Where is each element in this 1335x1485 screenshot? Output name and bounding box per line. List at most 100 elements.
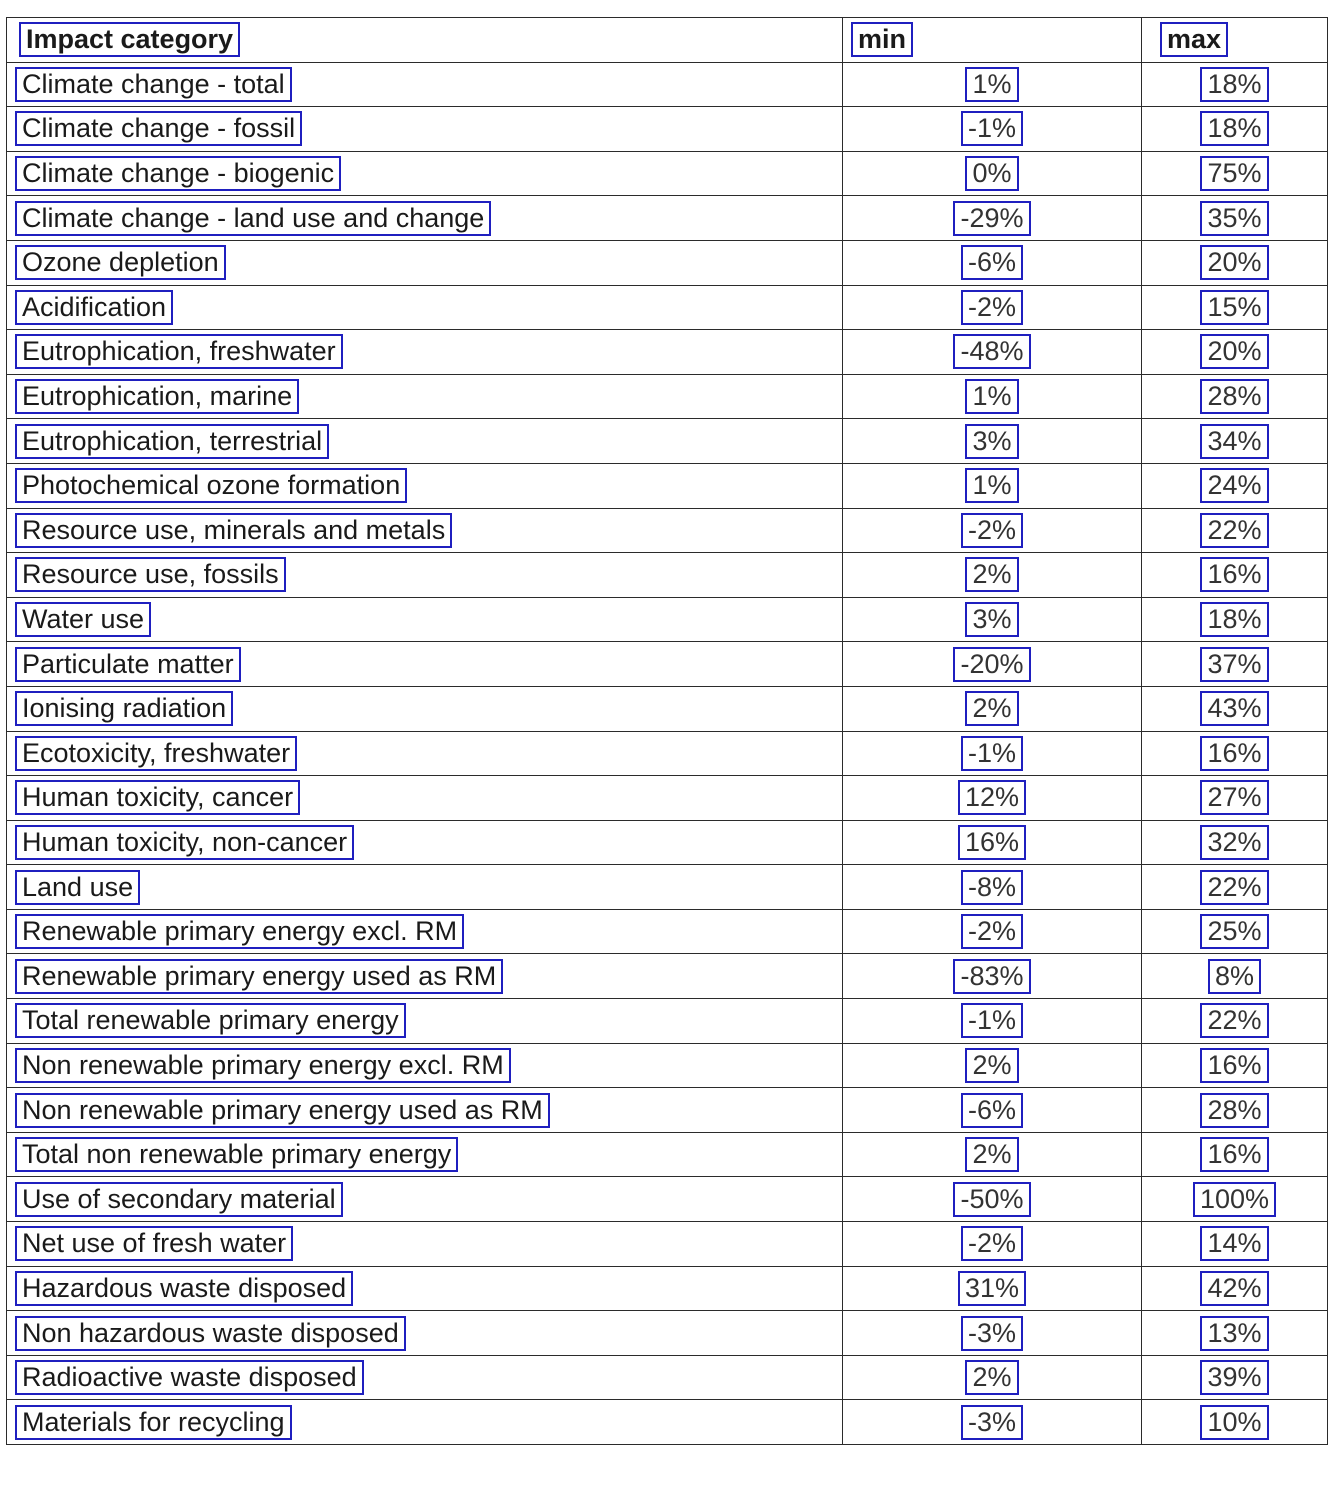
- table-row: Eutrophication, freshwater -48% 20%: [6, 329, 1328, 375]
- cell-impact-category: Human toxicity, cancer: [6, 775, 843, 821]
- cell-min-value: -2%: [960, 289, 1023, 325]
- cell-max: 10%: [1141, 1399, 1328, 1445]
- table-row: Non renewable primary energy excl. RM 2% 1…: [6, 1042, 1328, 1089]
- cell-max-value: 27%: [1200, 780, 1269, 816]
- cell-impact-category-value: Renewable primary energy used as RM: [15, 958, 504, 994]
- cell-max-value: 35%: [1200, 200, 1269, 236]
- cell-impact-category-value: Land use: [15, 869, 141, 905]
- table-header-row: Impact category min max: [6, 17, 1328, 63]
- cell-max: 39%: [1141, 1354, 1328, 1401]
- cell-max-value: 16%: [1200, 1047, 1269, 1083]
- cell-impact-category: Renewable primary energy used as RM: [6, 953, 843, 1000]
- cell-max-value: 16%: [1200, 1137, 1269, 1173]
- cell-impact-category: Non hazardous waste disposed: [6, 1310, 843, 1356]
- cell-min: -3%: [842, 1399, 1142, 1445]
- cell-min-value: 1%: [965, 66, 1019, 102]
- cell-max-value: 24%: [1200, 468, 1269, 504]
- cell-min: 12%: [842, 775, 1142, 821]
- cell-impact-category-value: Eutrophication, terrestrial: [15, 423, 330, 459]
- table-row: Resource use, minerals and metals -2% 22%: [6, 507, 1328, 554]
- cell-impact-category: Eutrophication, freshwater: [6, 329, 843, 375]
- cell-max-value: 75%: [1200, 156, 1269, 192]
- cell-impact-category-value: Eutrophication, freshwater: [15, 334, 343, 370]
- cell-min-value: 2%: [965, 1360, 1019, 1396]
- cell-impact-category-value: Renewable primary energy excl. RM: [15, 914, 465, 950]
- cell-min-value: -2%: [960, 512, 1023, 548]
- cell-min: -8%: [842, 864, 1142, 910]
- cell-min: -2%: [842, 1221, 1142, 1267]
- cell-max: 100%: [1141, 1176, 1328, 1223]
- cell-min-value: -6%: [960, 1092, 1023, 1128]
- table-row: Climate change - land use and change -29%…: [6, 195, 1328, 241]
- table-row: Climate change - biogenic 0% 75%: [6, 150, 1328, 197]
- cell-max: 37%: [1141, 641, 1328, 687]
- cell-impact-category-value: Ozone depletion: [15, 245, 226, 281]
- cell-min: 1%: [842, 373, 1142, 420]
- cell-max-value: 10%: [1200, 1404, 1269, 1440]
- cell-impact-category-value: Non renewable primary energy excl. RM: [15, 1047, 511, 1083]
- cell-impact-category: Resource use, minerals and metals: [6, 507, 843, 554]
- table-row: Total non renewable primary energy 2% 16%: [6, 1131, 1328, 1178]
- cell-impact-category: Water use: [6, 596, 843, 643]
- cell-min: -1%: [842, 998, 1142, 1044]
- cell-max-value: 16%: [1200, 557, 1269, 593]
- cell-max: 27%: [1141, 775, 1328, 821]
- header-max: max: [1141, 17, 1328, 63]
- cell-min: -2%: [842, 507, 1142, 554]
- cell-impact-category-value: Radioactive waste disposed: [15, 1360, 364, 1396]
- table-body: Climate change - total 1% 18% Climate chang…: [6, 61, 1328, 1445]
- cell-min-value: 1%: [965, 468, 1019, 504]
- cell-impact-category-value: Water use: [15, 602, 152, 638]
- table-row: Photochemical ozone formation 1% 24%: [6, 462, 1328, 509]
- cell-impact-category-value: Climate change - land use and change: [15, 200, 492, 236]
- cell-impact-category-value: Climate change - biogenic: [15, 156, 342, 192]
- table-row: Renewable primary energy excl. RM -2% 25%: [6, 908, 1328, 955]
- table-row: Particulate matter -20% 37%: [6, 641, 1328, 687]
- cell-impact-category-value: Non hazardous waste disposed: [15, 1315, 406, 1351]
- cell-min-value: 16%: [957, 824, 1027, 860]
- cell-max-value: 14%: [1200, 1226, 1269, 1262]
- table-row: Human toxicity, cancer 12% 27%: [6, 775, 1328, 821]
- cell-min: 2%: [842, 1354, 1142, 1401]
- cell-max: 16%: [1141, 1042, 1328, 1089]
- table-row: Eutrophication, marine 1% 28%: [6, 373, 1328, 420]
- cell-max: 16%: [1141, 730, 1328, 777]
- table-row: Ozone depletion -6% 20%: [6, 239, 1328, 286]
- cell-min: 3%: [842, 596, 1142, 643]
- cell-min-value: -6%: [960, 245, 1023, 281]
- cell-max: 16%: [1141, 552, 1328, 598]
- cell-min: 2%: [842, 1042, 1142, 1089]
- cell-max-value: 43%: [1200, 691, 1269, 727]
- cell-min: -1%: [842, 106, 1142, 152]
- cell-impact-category: Total renewable primary energy: [6, 998, 843, 1044]
- cell-impact-category-value: Total non renewable primary energy: [15, 1137, 459, 1173]
- cell-max-value: 25%: [1200, 914, 1269, 950]
- cell-impact-category: Particulate matter: [6, 641, 843, 687]
- cell-max-value: 28%: [1200, 379, 1269, 415]
- cell-impact-category: Non renewable primary energy used as RM: [6, 1087, 843, 1133]
- cell-min-value: -83%: [953, 958, 1031, 994]
- cell-max-value: 32%: [1200, 824, 1269, 860]
- cell-impact-category: Net use of fresh water: [6, 1221, 843, 1267]
- cell-min-value: 3%: [965, 602, 1019, 638]
- cell-max: 22%: [1141, 998, 1328, 1044]
- cell-max: 28%: [1141, 1087, 1328, 1133]
- cell-max-value: 22%: [1200, 512, 1269, 548]
- cell-min: -20%: [842, 641, 1142, 687]
- table-row: Total renewable primary energy -1% 22%: [6, 998, 1328, 1044]
- cell-max-value: 22%: [1200, 869, 1269, 905]
- cell-min: 16%: [842, 819, 1142, 866]
- cell-impact-category-value: Acidification: [15, 289, 174, 325]
- cell-min: 31%: [842, 1265, 1142, 1312]
- cell-min: -6%: [842, 1087, 1142, 1133]
- cell-impact-category-value: Resource use, minerals and metals: [15, 512, 453, 548]
- cell-min-value: -29%: [953, 200, 1031, 236]
- cell-max: 14%: [1141, 1221, 1328, 1267]
- cell-max: 43%: [1141, 685, 1328, 732]
- table-row: Ionising radiation 2% 43%: [6, 685, 1328, 732]
- cell-impact-category-value: Ecotoxicity, freshwater: [15, 735, 298, 771]
- cell-impact-category-value: Photochemical ozone formation: [15, 468, 408, 504]
- cell-impact-category: Climate change - fossil: [6, 106, 843, 152]
- cell-impact-category-value: Eutrophication, marine: [15, 379, 300, 415]
- table-row: Net use of fresh water -2% 14%: [6, 1221, 1328, 1267]
